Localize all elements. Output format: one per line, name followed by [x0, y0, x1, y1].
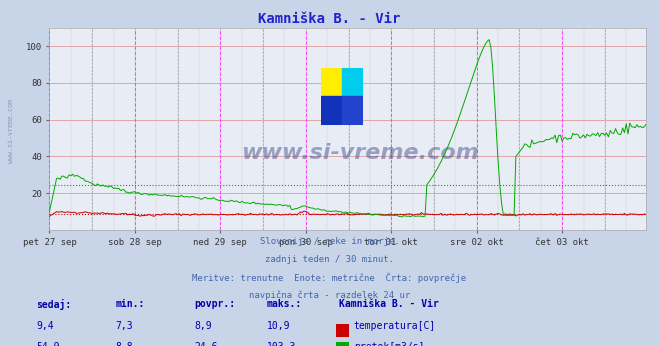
Text: Kamniška B. - Vir: Kamniška B. - Vir [258, 12, 401, 26]
Text: 103,3: 103,3 [267, 342, 297, 346]
Text: pretok[m3/s]: pretok[m3/s] [354, 342, 424, 346]
Bar [321, 97, 341, 125]
Text: Kamniška B. - Vir: Kamniška B. - Vir [339, 299, 440, 309]
Text: zadnji teden / 30 minut.: zadnji teden / 30 minut. [265, 255, 394, 264]
Text: www.si-vreme.com: www.si-vreme.com [241, 143, 478, 163]
Text: 9,4: 9,4 [36, 321, 54, 331]
Bar [321, 68, 341, 97]
Text: 54,9: 54,9 [36, 342, 60, 346]
Text: 7,3: 7,3 [115, 321, 133, 331]
Text: min.:: min.: [115, 299, 145, 309]
Text: 8,8: 8,8 [115, 342, 133, 346]
Bar [341, 97, 362, 125]
Bar [341, 68, 362, 97]
Text: 8,9: 8,9 [194, 321, 212, 331]
Text: 10,9: 10,9 [267, 321, 291, 331]
Text: 24,6: 24,6 [194, 342, 218, 346]
Text: Meritve: trenutne  Enote: metrične  Črta: povprečje: Meritve: trenutne Enote: metrične Črta: … [192, 273, 467, 283]
Text: temperatura[C]: temperatura[C] [354, 321, 436, 331]
Text: navpična črta - razdelek 24 ur: navpična črta - razdelek 24 ur [249, 291, 410, 300]
Text: www.si-vreme.com: www.si-vreme.com [8, 100, 14, 163]
Text: povpr.:: povpr.: [194, 299, 235, 309]
Text: maks.:: maks.: [267, 299, 302, 309]
Text: sedaj:: sedaj: [36, 299, 71, 310]
Text: Slovenija / reke in morje.: Slovenija / reke in morje. [260, 237, 399, 246]
